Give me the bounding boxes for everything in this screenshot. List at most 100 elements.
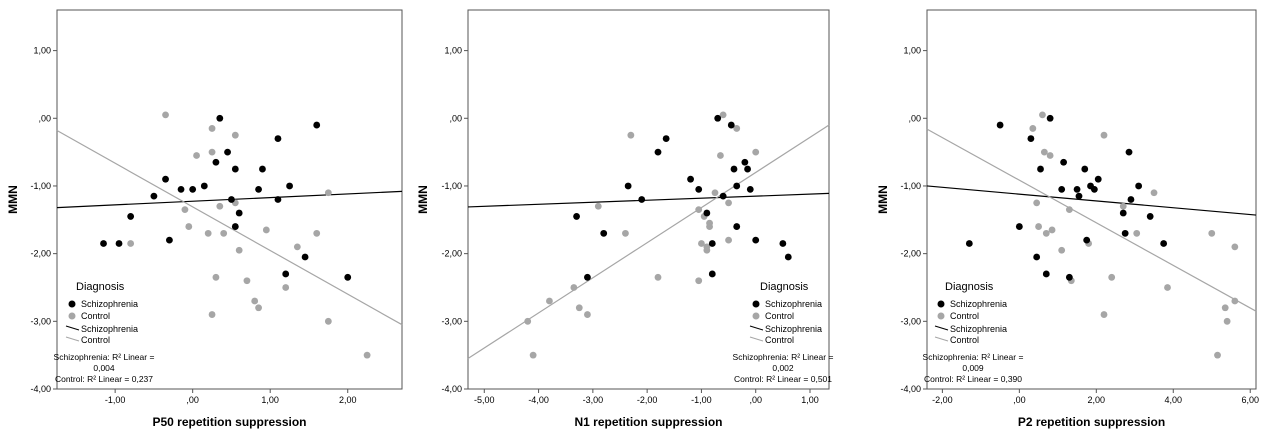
data-point-control — [570, 284, 578, 291]
data-point-schizophrenia — [733, 182, 741, 190]
plot-frame — [467, 9, 830, 390]
data-point-schizophrenia — [746, 185, 754, 193]
data-point-schizophrenia — [1073, 185, 1081, 193]
legend-label-control: Control — [765, 311, 794, 321]
y-tick-label: -4,00 — [441, 384, 462, 394]
x-tick-label: 1,00 — [801, 395, 819, 405]
data-point-schizophrenia — [1135, 182, 1143, 190]
y-tick-label: -3,00 — [30, 316, 51, 326]
x-tick-label: ,00 — [186, 395, 199, 405]
data-point-control — [703, 246, 711, 254]
data-point-control — [1231, 297, 1239, 305]
data-point-control — [220, 229, 228, 237]
data-point-control — [255, 304, 262, 312]
data-point-control — [711, 189, 719, 197]
legend-line-control — [934, 336, 949, 342]
data-point-control — [127, 240, 135, 247]
data-point-schizophrenia — [200, 182, 208, 190]
data-point-schizophrenia — [313, 121, 321, 129]
y-tick-label: 1,00 — [33, 46, 51, 56]
y-tick-label: -1,00 — [30, 181, 51, 191]
x-tick-label: -1,00 — [105, 395, 126, 405]
data-point-control — [706, 219, 713, 227]
data-point-control — [324, 317, 332, 325]
legend-marker-control — [937, 312, 945, 320]
data-point-schizophrenia — [708, 240, 716, 247]
data-point-schizophrenia — [1075, 192, 1083, 200]
data-point-schizophrenia — [996, 121, 1004, 129]
data-point-schizophrenia — [784, 253, 792, 261]
y-tick-label: ,00 — [449, 113, 462, 123]
data-point-control — [529, 351, 537, 359]
data-point-control — [719, 111, 727, 119]
data-point-control — [235, 246, 243, 254]
data-point-schizophrenia — [638, 196, 646, 203]
y-tick-label: ,00 — [38, 113, 51, 123]
data-point-control — [1100, 131, 1108, 139]
data-point-control — [752, 148, 760, 156]
legend-title: Diagnosis — [76, 281, 125, 293]
data-point-control — [212, 273, 220, 281]
data-point-control — [1058, 246, 1066, 254]
data-point-schizophrenia — [733, 223, 741, 230]
legend-label-schizophrenia: Schizophrenia — [765, 299, 822, 309]
r2-schizophrenia-label: Schizophrenia: R² Linear = — [54, 352, 155, 362]
data-point-schizophrenia — [1046, 114, 1054, 122]
y-axis-title: MMN — [876, 185, 890, 214]
data-point-control — [654, 273, 662, 281]
data-point-control — [1100, 311, 1108, 318]
data-point-schizophrenia — [1065, 273, 1073, 281]
x-tick-label: 1,00 — [261, 395, 279, 405]
data-point-schizophrenia — [695, 185, 703, 193]
data-point-schizophrenia — [282, 270, 290, 278]
legend-line-label-control: Control — [81, 335, 110, 345]
data-point-schizophrenia — [1042, 270, 1050, 278]
data-point-schizophrenia — [189, 185, 197, 193]
data-point-schizophrenia — [1094, 175, 1102, 183]
data-point-schizophrenia — [301, 253, 309, 261]
x-tick-label: ,00 — [1013, 395, 1026, 405]
data-point-control — [231, 131, 239, 139]
x-tick-label: -1,00 — [691, 395, 712, 405]
legend-line-schizophrenia — [749, 325, 764, 331]
y-tick-label: -1,00 — [900, 181, 921, 191]
data-point-schizophrenia — [1060, 158, 1068, 166]
legend-line-schizophrenia — [934, 325, 949, 331]
y-tick-label: 1,00 — [903, 46, 921, 56]
y-tick-label: ,00 — [908, 113, 921, 123]
data-point-schizophrenia — [1081, 165, 1089, 173]
legend-marker-schizophrenia — [752, 300, 760, 308]
legend-marker-schizophrenia — [937, 300, 945, 308]
data-point-control — [575, 304, 583, 312]
r2-control-label: Control: R² Linear = 0,390 — [924, 374, 1022, 384]
data-point-control — [185, 223, 193, 230]
data-point-schizophrenia — [274, 196, 282, 203]
x-tick-label: 6,00 — [1241, 395, 1259, 405]
data-point-schizophrenia — [259, 165, 266, 173]
data-point-control — [1231, 243, 1239, 251]
data-point-control — [584, 311, 591, 318]
legend-marker-control — [68, 312, 76, 320]
legend-label-control: Control — [81, 311, 110, 321]
y-tick-label: -4,00 — [900, 384, 921, 394]
data-point-control — [324, 189, 332, 197]
r2-schizophrenia-label: Schizophrenia: R² Linear = — [923, 352, 1024, 362]
data-point-control — [243, 277, 251, 285]
data-point-control — [1065, 206, 1073, 214]
legend-marker-control — [752, 312, 760, 320]
data-point-schizophrenia — [727, 121, 735, 129]
data-point-control — [1042, 229, 1050, 237]
data-point-schizophrenia — [255, 185, 262, 193]
legend-line-control — [65, 336, 80, 342]
data-point-schizophrenia — [1090, 185, 1098, 193]
data-point-control — [1029, 125, 1037, 132]
data-point-control — [594, 202, 602, 210]
data-point-control — [1035, 223, 1042, 230]
data-point-schizophrenia — [965, 240, 973, 247]
plot-frame — [56, 9, 403, 390]
fit-line-schizophrenia — [467, 192, 830, 208]
data-point-schizophrenia — [687, 175, 694, 183]
data-point-control — [262, 226, 270, 234]
x-tick-label: -2,00 — [637, 395, 658, 405]
